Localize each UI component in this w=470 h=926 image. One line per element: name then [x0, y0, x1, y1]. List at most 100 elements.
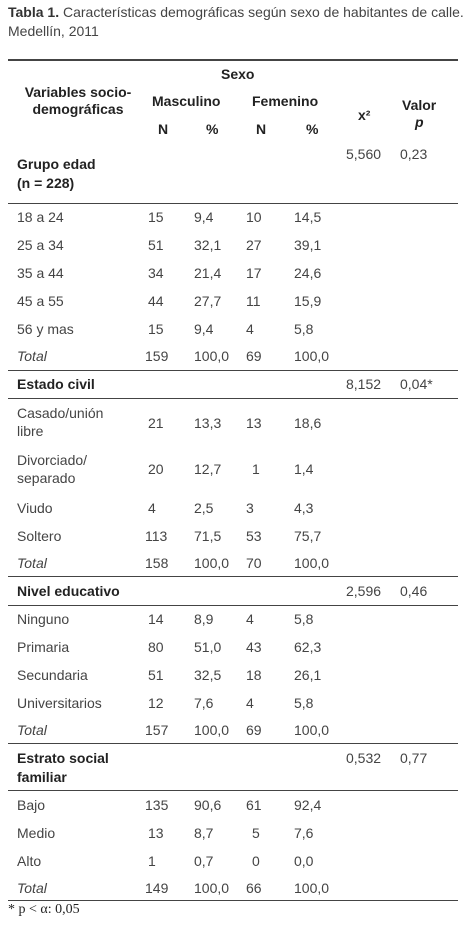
- cell-n-masculino: 20: [148, 461, 164, 477]
- header-chi-square: x²: [358, 107, 371, 123]
- row-label-continued: libre: [17, 423, 44, 439]
- cell-pct-femenino: 15,9: [294, 293, 322, 309]
- row-label: Casado/unión: [17, 405, 104, 421]
- civil-p-value: 0,04*: [400, 376, 433, 392]
- rule-educ-top: [8, 576, 458, 577]
- cell-pct-femenino: 62,3: [294, 639, 322, 655]
- cell-pct-masculino: 100,0: [194, 880, 230, 896]
- row-label-continued: separado: [17, 470, 76, 486]
- row-label: Soltero: [17, 528, 62, 544]
- civil-chi-square: 8,152: [346, 376, 382, 392]
- cell-n-femenino: 5: [252, 825, 260, 841]
- caption-text: Características demográficas según sexo …: [8, 4, 464, 39]
- cell-n-masculino: 4: [148, 500, 156, 516]
- row-label: Divorciado/: [17, 452, 88, 468]
- row-label-total: Total: [17, 555, 47, 571]
- row-label-total: Total: [17, 880, 47, 896]
- header-masculino: Masculino: [152, 93, 221, 109]
- cell-pct-masculino: 0,7: [194, 853, 214, 869]
- row-label: 18 a 24: [17, 209, 64, 225]
- row-label: Ninguno: [17, 611, 70, 627]
- cell-pct-femenino: 1,4: [294, 461, 314, 477]
- rule-civil-top: [8, 370, 458, 371]
- header-variables-line2: demográficas: [32, 101, 124, 117]
- header-n-femenino: N: [256, 121, 267, 137]
- cell-n-masculino: 149: [145, 880, 169, 896]
- cell-n-masculino: 12: [148, 695, 164, 711]
- edad-p-value: 0,23: [400, 146, 428, 162]
- cell-pct-femenino: 5,8: [294, 611, 314, 627]
- cell-pct-masculino: 100,0: [194, 555, 230, 571]
- cell-n-femenino: 70: [246, 555, 262, 571]
- cell-n-femenino: 18: [246, 667, 262, 683]
- cell-n-femenino: 10: [246, 209, 262, 225]
- cell-n-femenino: 0: [252, 853, 260, 869]
- rule-edad: [8, 203, 458, 204]
- cell-pct-masculino: 8,9: [194, 611, 214, 627]
- cell-pct-masculino: 100,0: [194, 722, 230, 738]
- cell-n-femenino: 1: [252, 461, 260, 477]
- cell-pct-masculino: 32,1: [194, 237, 222, 253]
- cell-n-masculino: 13: [148, 825, 164, 841]
- cell-n-femenino: 69: [246, 722, 262, 738]
- cell-pct-femenino: 5,8: [294, 321, 314, 337]
- row-label: Alto: [17, 853, 42, 869]
- cell-pct-masculino: 21,4: [194, 265, 222, 281]
- row-label: Universitarios: [17, 695, 102, 711]
- educ-p-value: 0,46: [400, 583, 428, 599]
- cell-n-masculino: 51: [148, 667, 164, 683]
- table-caption: Tabla 1. Características demográficas se…: [8, 3, 466, 41]
- cell-n-masculino: 21: [148, 415, 164, 431]
- cell-n-femenino: 43: [246, 639, 262, 655]
- cell-n-masculino: 34: [148, 265, 164, 281]
- cell-pct-femenino: 4,3: [294, 500, 314, 516]
- cell-pct-masculino: 100,0: [194, 348, 230, 364]
- cell-n-femenino: 4: [246, 695, 254, 711]
- cell-pct-femenino: 14,5: [294, 209, 322, 225]
- header-p: p: [415, 114, 424, 130]
- rule-estrato-top: [8, 743, 458, 744]
- cell-pct-masculino: 7,6: [194, 695, 214, 711]
- caption-label: Tabla 1.: [8, 4, 60, 20]
- cell-pct-masculino: 8,7: [194, 825, 214, 841]
- cell-n-masculino: 113: [145, 528, 168, 544]
- rule-educ: [8, 605, 458, 606]
- cell-n-femenino: 27: [246, 237, 262, 253]
- cell-n-femenino: 66: [246, 880, 262, 896]
- cell-pct-femenino: 100,0: [294, 555, 330, 571]
- educ-chi-square: 2,596: [346, 583, 382, 599]
- row-label: 45 a 55: [17, 293, 64, 309]
- table-top-rule: [8, 59, 458, 61]
- row-label: 35 a 44: [17, 265, 64, 281]
- cell-pct-masculino: 90,6: [194, 797, 222, 813]
- cell-pct-masculino: 9,4: [194, 209, 214, 225]
- row-label: Bajo: [17, 797, 46, 813]
- cell-pct-femenino: 39,1: [294, 237, 322, 253]
- cell-pct-femenino: 7,6: [294, 825, 314, 841]
- cell-pct-masculino: 13,3: [194, 415, 222, 431]
- footnote: * p < α: 0,05: [8, 902, 80, 917]
- cell-n-masculino: 1: [148, 853, 156, 869]
- cell-n-femenino: 4: [246, 611, 254, 627]
- header-pct-femenino: %: [306, 121, 319, 137]
- cell-n-masculino: 14: [148, 611, 164, 627]
- cell-n-masculino: 44: [148, 293, 164, 309]
- cell-n-femenino: 69: [246, 348, 262, 364]
- cell-n-femenino: 13: [246, 415, 262, 431]
- row-label: Viudo: [17, 500, 53, 516]
- group-title-estrato-line2: familiar: [17, 769, 67, 785]
- estrato-p-value: 0,77: [400, 750, 428, 766]
- cell-pct-masculino: 12,7: [194, 461, 222, 477]
- cell-pct-masculino: 9,4: [194, 321, 214, 337]
- group-title-edad-line2: (n = 228): [17, 175, 75, 191]
- cell-pct-masculino: 71,5: [194, 528, 222, 544]
- cell-n-femenino: 17: [246, 265, 262, 281]
- cell-pct-femenino: 75,7: [294, 528, 322, 544]
- cell-n-masculino: 15: [148, 321, 164, 337]
- group-title-educ: Nivel educativo: [17, 583, 120, 599]
- cell-n-masculino: 51: [148, 237, 164, 253]
- row-label: Medio: [17, 825, 56, 841]
- header-sexo: Sexo: [221, 66, 255, 82]
- group-title-edad-line1: Grupo edad: [17, 156, 96, 172]
- cell-pct-femenino: 100,0: [294, 722, 330, 738]
